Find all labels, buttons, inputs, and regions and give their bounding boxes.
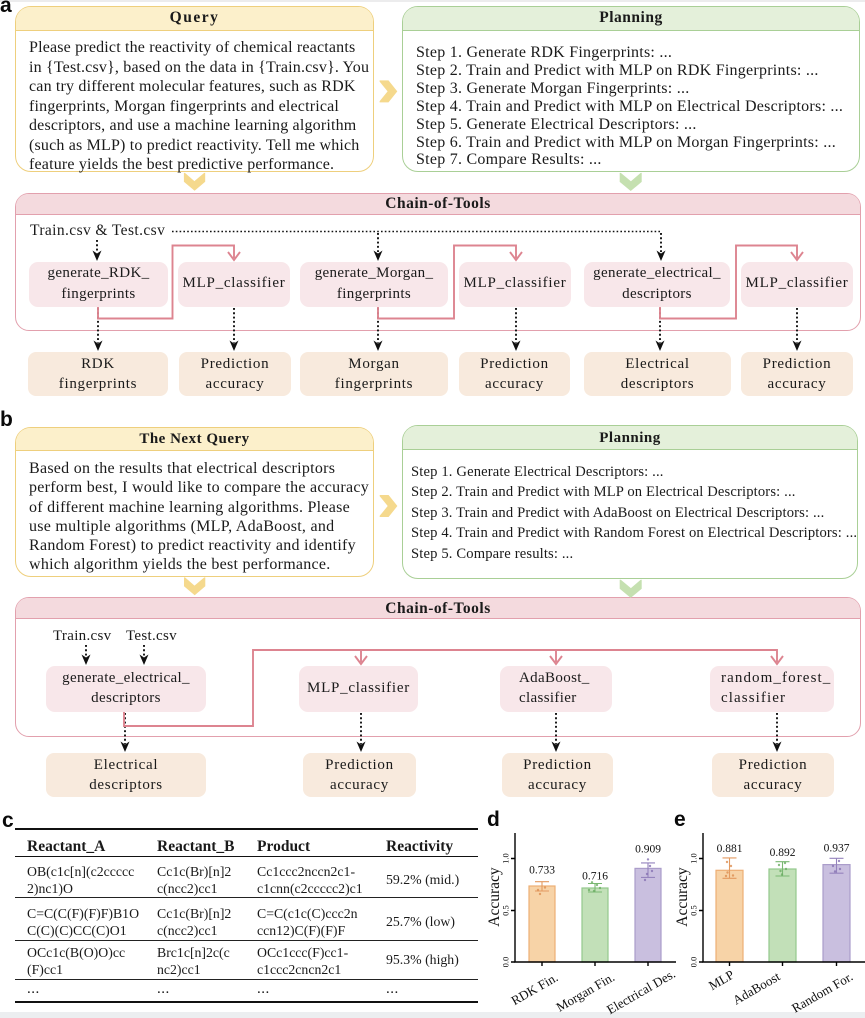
svg-text:AdaBoost: AdaBoost (730, 968, 783, 1007)
svg-text:Electrical Des.: Electrical Des. (604, 966, 678, 1017)
svg-text:0.716: 0.716 (582, 871, 608, 883)
svg-text:0.909: 0.909 (635, 844, 661, 856)
svg-text:0.733: 0.733 (529, 865, 555, 877)
svg-text:Random For.: Random For. (789, 969, 855, 1016)
svg-text:1.0: 1.0 (501, 853, 511, 864)
svg-text:0.5: 0.5 (501, 905, 511, 916)
svg-text:0.0: 0.0 (689, 957, 699, 968)
svg-text:MLP: MLP (706, 967, 737, 993)
svg-text:0.937: 0.937 (824, 842, 850, 854)
svg-text:1.0: 1.0 (689, 853, 699, 864)
svg-text:Accuracy: Accuracy (674, 867, 691, 927)
svg-text:Accuracy: Accuracy (486, 867, 503, 927)
svg-text:0.5: 0.5 (689, 905, 699, 916)
svg-text:0.881: 0.881 (717, 843, 743, 855)
svg-text:0.0: 0.0 (501, 957, 511, 968)
svg-text:0.892: 0.892 (770, 847, 796, 859)
svg-text:RDK Fin.: RDK Fin. (509, 969, 561, 1008)
